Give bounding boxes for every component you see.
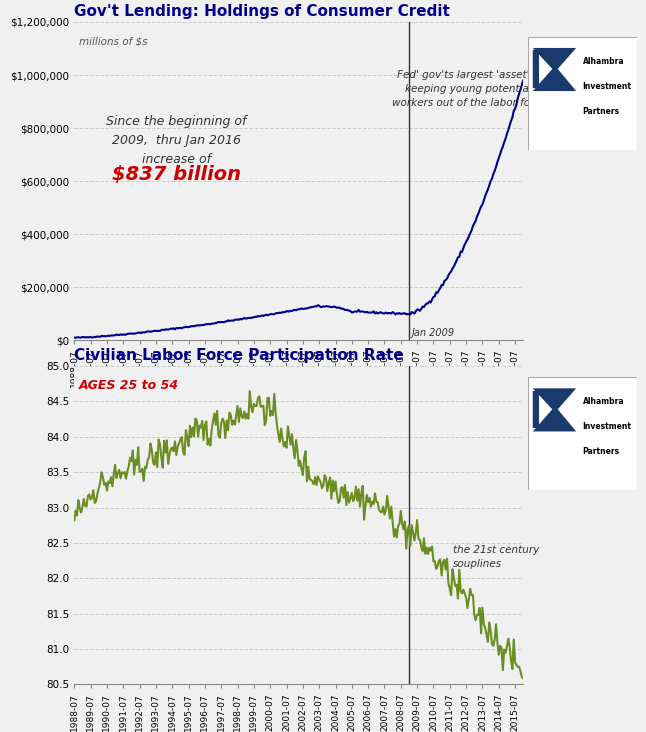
Text: Since the beginning of
2009,  thru Jan 2016
increase of: Since the beginning of 2009, thru Jan 20… [106, 115, 247, 166]
Text: Alhambra: Alhambra [583, 397, 624, 406]
Text: $837 billion: $837 billion [112, 165, 241, 184]
Polygon shape [533, 48, 576, 91]
Polygon shape [539, 51, 574, 88]
Polygon shape [533, 391, 570, 428]
Polygon shape [533, 391, 574, 428]
Text: Partners: Partners [583, 447, 620, 456]
Text: Civilian Labor Force Participation Rate: Civilian Labor Force Participation Rate [74, 348, 404, 364]
Text: Investment: Investment [583, 82, 632, 91]
Text: Jan 2009: Jan 2009 [412, 328, 455, 338]
Text: Investment: Investment [583, 422, 632, 431]
Text: millions of $s: millions of $s [79, 37, 147, 46]
Text: AGES 25 to 54: AGES 25 to 54 [79, 378, 179, 392]
Text: Fed' gov'ts largest 'asset' is
keeping young potential
workers out of the labor : Fed' gov'ts largest 'asset' is keeping y… [391, 70, 546, 108]
Text: Alhambra: Alhambra [583, 57, 624, 66]
Polygon shape [533, 51, 574, 88]
Text: Gov't Lending: Holdings of Consumer Credit: Gov't Lending: Holdings of Consumer Cred… [74, 4, 450, 20]
Text: Partners: Partners [583, 107, 620, 116]
Polygon shape [533, 388, 576, 431]
Polygon shape [539, 391, 574, 428]
Polygon shape [533, 51, 570, 88]
Text: the 21st century
souplines: the 21st century souplines [452, 545, 539, 569]
